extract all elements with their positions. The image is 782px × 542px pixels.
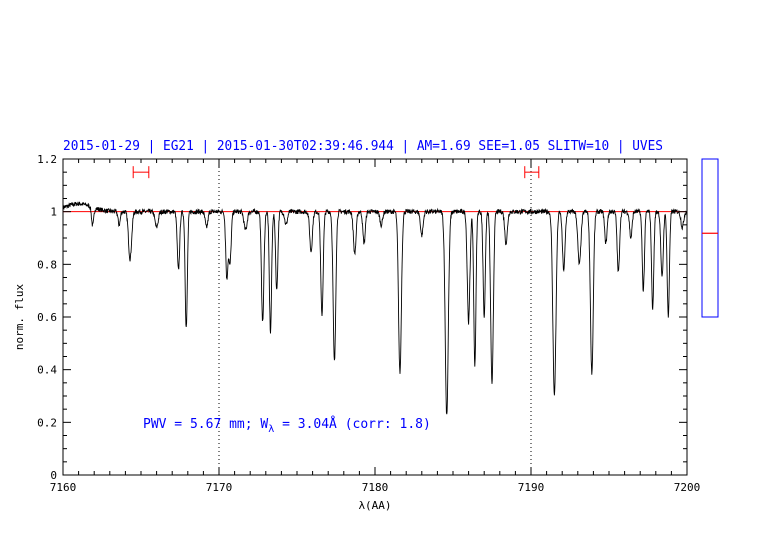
plot-area: 7160 7170 7180 7190 7200 0 0.2 0.4 0.6 0.8 1 1.2 [37,153,700,494]
annotation-suffix: = 3.04Å (corr: 1.8) [274,416,431,432]
axis-ticks [62,158,688,476]
x-tick-label: 7190 [518,481,545,494]
annotation-prefix: PWV = 5.67 mm; W [143,417,268,432]
chart-title: 2015-01-29 | EG21 | 2015-01-30T02:39:46.… [63,138,663,154]
spectrum-line [62,201,688,415]
continuum-windows [132,166,540,179]
x-tick-label: 7180 [362,481,389,494]
x-tick-label: 7160 [50,481,77,494]
annotation-subscript: λ [268,424,274,435]
x-tick-label: 7200 [674,481,701,494]
x-tick-label: 7170 [206,481,233,494]
y-tick-label: 0 [50,469,57,482]
y-axis-label: norm. flux [13,284,26,351]
y-tick-label: 0.8 [37,258,57,271]
y-tick-label: 0.2 [37,416,57,429]
y-tick-label: 1 [50,206,57,219]
level-indicator [701,158,719,318]
level-indicator-frame [701,158,719,318]
y-tick-label: 1.2 [37,153,57,166]
y-tick-label: 0.4 [37,364,57,377]
pwv-annotation: PWV = 5.67 mm; Wλ = 3.04Å (corr: 1.8) [143,416,431,435]
x-axis-label: λ(AA) [358,499,391,512]
y-tick-label: 0.6 [37,311,57,324]
tick-labels: 7160 7170 7180 7190 7200 0 0.2 0.4 0.6 0.8 1 1.2 [37,153,700,494]
